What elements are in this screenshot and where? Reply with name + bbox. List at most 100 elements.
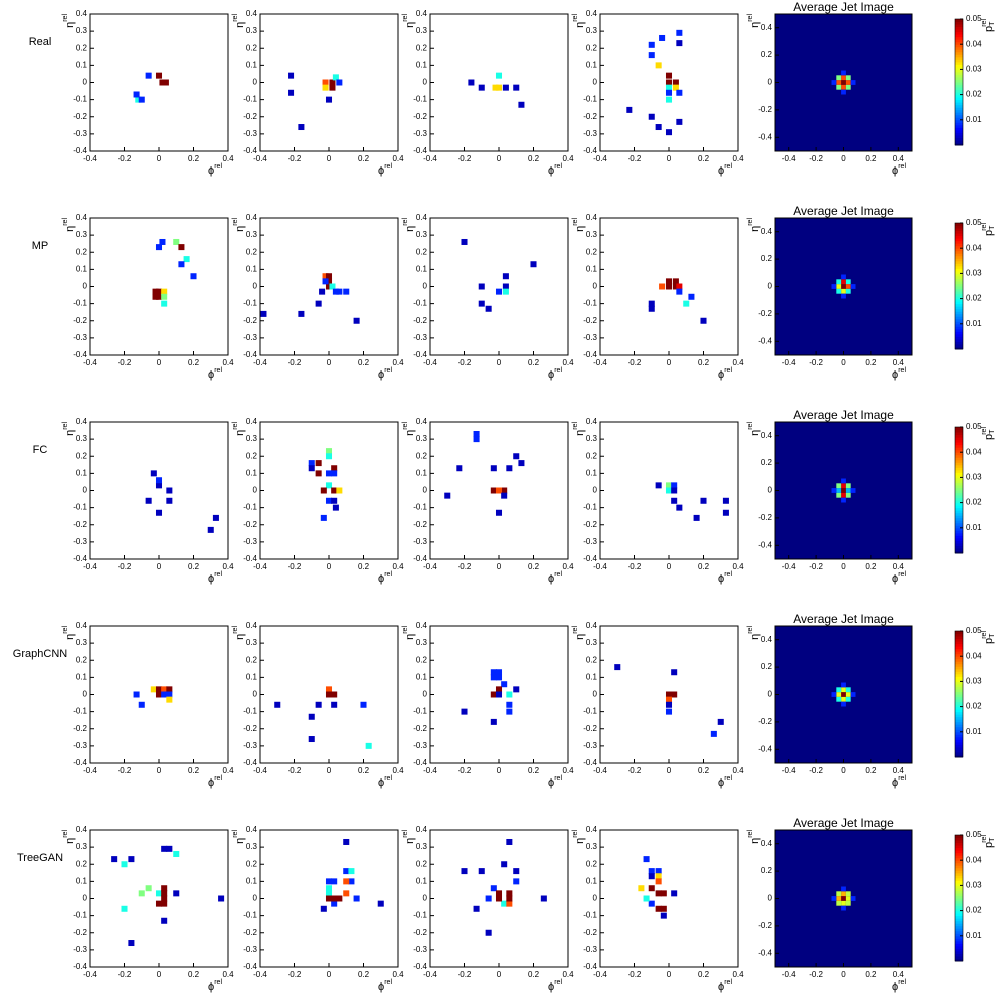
y-tick-label: -0.1 bbox=[243, 299, 257, 308]
y-tick-label: 0.3 bbox=[416, 842, 428, 851]
y-axis-label: ηrel bbox=[572, 422, 586, 436]
pixel bbox=[166, 487, 173, 494]
y-axis-label-sup: rel bbox=[402, 830, 409, 838]
colorbar-tick-label: 0.01 bbox=[966, 727, 982, 736]
pixel bbox=[676, 118, 683, 125]
x-axis-label-main: ϕ bbox=[548, 981, 554, 993]
colorbar-tick-label: 0.03 bbox=[966, 677, 982, 686]
colorbar-segment bbox=[955, 56, 963, 60]
colorbar-segment bbox=[955, 875, 963, 879]
x-tick-label: -0.4 bbox=[83, 154, 97, 163]
pixel bbox=[845, 84, 851, 90]
y-tick-label: -0.4 bbox=[413, 962, 427, 971]
x-tick-label: 0 bbox=[667, 154, 672, 163]
pixel bbox=[841, 279, 846, 285]
pixel bbox=[331, 470, 338, 477]
colorbar-segment bbox=[955, 477, 963, 481]
pixel bbox=[260, 310, 267, 317]
pixel bbox=[501, 492, 508, 499]
x-tick-label: 0.2 bbox=[358, 154, 370, 163]
colorbar-segment bbox=[955, 346, 963, 350]
y-axis-label-main: η bbox=[64, 22, 76, 28]
pixel bbox=[648, 873, 655, 880]
pixel bbox=[495, 674, 503, 681]
y-tick-label: -0.1 bbox=[73, 707, 87, 716]
y-axis-label: ηrel bbox=[747, 218, 761, 232]
y-tick-label: 0.3 bbox=[76, 26, 88, 35]
y-tick-label: 0.2 bbox=[416, 451, 428, 460]
colorbar-segment bbox=[955, 129, 963, 133]
x-tick-label: 0.2 bbox=[188, 970, 200, 979]
pixel bbox=[672, 283, 679, 290]
pixel bbox=[377, 900, 384, 907]
colorbar-segment bbox=[955, 948, 963, 952]
colorbar-segment bbox=[955, 550, 963, 554]
x-tick-label: -0.4 bbox=[83, 970, 97, 979]
colorbar-segment bbox=[955, 721, 963, 725]
y-axis-label: ηrel bbox=[232, 422, 246, 436]
colorbar-segment bbox=[955, 641, 963, 645]
colorbar-segment bbox=[955, 97, 963, 101]
y-tick-label: -0.4 bbox=[583, 146, 597, 155]
colorbar-segment bbox=[955, 673, 963, 677]
colorbar-segment bbox=[955, 945, 963, 949]
colorbar-segment bbox=[955, 527, 963, 531]
y-axis-label-sup: rel bbox=[232, 218, 239, 226]
colorbar-segment bbox=[955, 862, 963, 866]
colorbar-segment bbox=[955, 235, 963, 239]
y-axis-label-main: η bbox=[64, 634, 76, 640]
y-axis-label-main: η bbox=[404, 430, 416, 436]
y-axis-label-main: η bbox=[749, 634, 761, 640]
colorbar-segment bbox=[955, 940, 963, 944]
pixel bbox=[490, 487, 497, 494]
x-tick-label: -0.2 bbox=[458, 358, 472, 367]
x-axis-label: ϕrel bbox=[892, 979, 906, 993]
x-tick-label: 0 bbox=[497, 562, 502, 571]
y-tick-label: 0.4 bbox=[246, 825, 258, 834]
pixel bbox=[320, 487, 327, 494]
colorbar-frame bbox=[954, 18, 964, 146]
x-tick-label: -0.2 bbox=[118, 766, 132, 775]
colorbar-segment bbox=[955, 139, 963, 143]
pixel bbox=[325, 273, 333, 280]
colorbar-segment bbox=[955, 870, 963, 874]
y-tick-label: -0.2 bbox=[758, 717, 772, 726]
pixel bbox=[473, 430, 480, 437]
y-axis-label-main: η bbox=[749, 22, 761, 28]
x-axis-label-main: ϕ bbox=[718, 981, 724, 993]
x-axis-label-sup: rel bbox=[554, 979, 562, 986]
colorbar-segment bbox=[955, 298, 963, 302]
pixel bbox=[155, 509, 163, 516]
pixel bbox=[841, 478, 846, 484]
colorbar-segment bbox=[955, 890, 963, 894]
pixel bbox=[501, 487, 508, 494]
pixel bbox=[672, 79, 679, 86]
colorbar-segment bbox=[955, 918, 963, 922]
x-axis-label: ϕrel bbox=[718, 775, 732, 789]
colorbar-segment bbox=[955, 512, 963, 516]
pixel bbox=[332, 504, 339, 511]
y-tick-label: 0.3 bbox=[586, 434, 598, 443]
colorbar-segment bbox=[955, 326, 963, 330]
colorbar-segment bbox=[955, 442, 963, 446]
row-label: GraphCNN bbox=[13, 648, 67, 660]
colorbar-segment bbox=[955, 678, 963, 682]
colorbar-segment bbox=[955, 308, 963, 312]
colorbar-segment bbox=[955, 933, 963, 937]
colorbar-segment bbox=[955, 711, 963, 715]
colorbar-segment bbox=[955, 731, 963, 735]
x-tick-label: -0.4 bbox=[83, 766, 97, 775]
pixel bbox=[845, 896, 851, 901]
x-tick-label: 0.2 bbox=[698, 562, 710, 571]
pixel bbox=[836, 896, 842, 901]
x-tick-label: 0.4 bbox=[893, 766, 905, 775]
pixel bbox=[502, 288, 509, 295]
x-tick-label: 0.4 bbox=[392, 766, 404, 775]
y-axis-label-sup: rel bbox=[572, 830, 579, 838]
colorbar-segment bbox=[955, 704, 963, 708]
x-tick-label: -0.2 bbox=[809, 154, 823, 163]
colorbar-segment bbox=[955, 860, 963, 864]
y-tick-label: -0.4 bbox=[413, 758, 427, 767]
axes-frame bbox=[429, 217, 569, 356]
